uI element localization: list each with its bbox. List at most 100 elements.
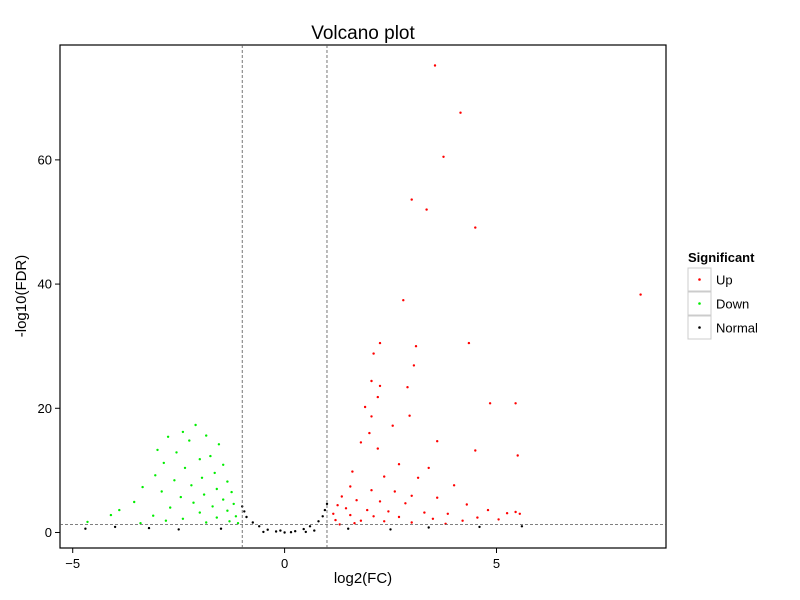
point-down — [109, 513, 113, 517]
legend-item-up: Up — [687, 267, 733, 292]
point-down — [215, 487, 218, 491]
point-down — [230, 490, 233, 494]
point-up — [486, 508, 490, 512]
chart-title: Volcano plot — [311, 23, 415, 44]
point-normal — [245, 515, 248, 519]
point-up — [461, 519, 464, 522]
point-normal — [84, 527, 87, 530]
legend-dot-down — [698, 302, 701, 305]
x-tick-label: −5 — [65, 556, 80, 571]
point-normal — [219, 527, 223, 530]
legend: Significant Up Down Normal — [687, 250, 758, 340]
point-normal — [313, 529, 316, 532]
x-tick-label: 5 — [493, 556, 500, 571]
point-up — [370, 489, 373, 492]
point-up — [408, 414, 411, 417]
legend-dot-up — [698, 278, 701, 281]
axis-ticks: −5 0 5 0 20 40 60 — [38, 152, 501, 571]
legend-dot-normal — [698, 326, 701, 329]
point-normal — [323, 508, 327, 512]
point-up — [497, 518, 500, 521]
y-tick-label: 60 — [38, 152, 52, 167]
point-up — [372, 352, 375, 355]
point-up — [368, 431, 371, 435]
point-down — [183, 466, 187, 470]
point-up — [516, 454, 519, 457]
point-down — [154, 474, 157, 477]
point-down — [86, 520, 89, 524]
point-up — [467, 341, 471, 345]
point-down — [166, 435, 170, 438]
point-up — [397, 515, 401, 519]
point-up — [410, 494, 413, 497]
point-up — [505, 512, 509, 515]
point-down — [234, 515, 238, 518]
plot-panel — [59, 44, 667, 549]
threshold-lines — [60, 45, 666, 548]
point-up — [425, 208, 428, 211]
point-up — [474, 226, 477, 229]
y-axis-label: -log10(FDR) — [13, 255, 30, 338]
legend-label-up: Up — [716, 273, 733, 288]
point-down — [209, 454, 212, 458]
point-up — [406, 386, 409, 389]
point-up — [378, 384, 382, 388]
point-up — [514, 402, 517, 405]
point-down — [236, 522, 240, 525]
point-up — [340, 495, 343, 498]
point-down — [232, 502, 235, 506]
point-up — [344, 507, 348, 510]
point-down — [190, 484, 193, 487]
point-up — [372, 515, 375, 518]
point-up — [427, 466, 430, 470]
point-up — [393, 490, 396, 493]
point-up — [465, 503, 468, 506]
point-up — [351, 470, 354, 473]
legend-label-down: Down — [716, 297, 749, 312]
legend-item-normal: Normal — [687, 315, 758, 340]
point-up — [474, 449, 477, 452]
point-up — [349, 513, 352, 517]
point-normal — [283, 531, 286, 534]
point-up — [518, 512, 521, 515]
point-up — [378, 500, 382, 503]
point-down — [133, 500, 136, 504]
point-up — [423, 511, 426, 514]
point-up — [410, 521, 413, 524]
point-down — [222, 498, 225, 501]
point-down — [198, 458, 201, 461]
point-up — [514, 510, 517, 514]
point-up — [431, 517, 435, 520]
point-up — [412, 364, 416, 367]
point-down — [205, 434, 208, 437]
point-normal — [113, 525, 117, 529]
point-normal — [321, 515, 324, 518]
point-normal — [262, 530, 265, 534]
point-up — [378, 341, 382, 345]
point-down — [205, 521, 208, 524]
legend-item-down: Down — [687, 291, 749, 316]
point-normal — [258, 525, 261, 528]
point-up — [332, 512, 335, 515]
point-down — [228, 520, 231, 523]
point-up — [370, 379, 373, 383]
point-up — [336, 504, 339, 507]
legend-title: Significant — [688, 250, 755, 265]
point-up — [639, 293, 642, 296]
point-up — [459, 111, 462, 114]
point-down — [118, 508, 121, 512]
point-normal — [347, 527, 350, 530]
point-up — [363, 405, 367, 409]
point-down — [181, 430, 185, 434]
point-normal — [302, 527, 305, 531]
point-up — [366, 508, 369, 512]
point-down — [169, 506, 172, 509]
point-up — [338, 523, 341, 526]
point-up — [410, 198, 413, 201]
point-up — [416, 476, 420, 479]
point-up — [414, 345, 418, 348]
point-up — [391, 424, 394, 427]
point-down — [226, 509, 229, 512]
point-up — [359, 519, 363, 522]
